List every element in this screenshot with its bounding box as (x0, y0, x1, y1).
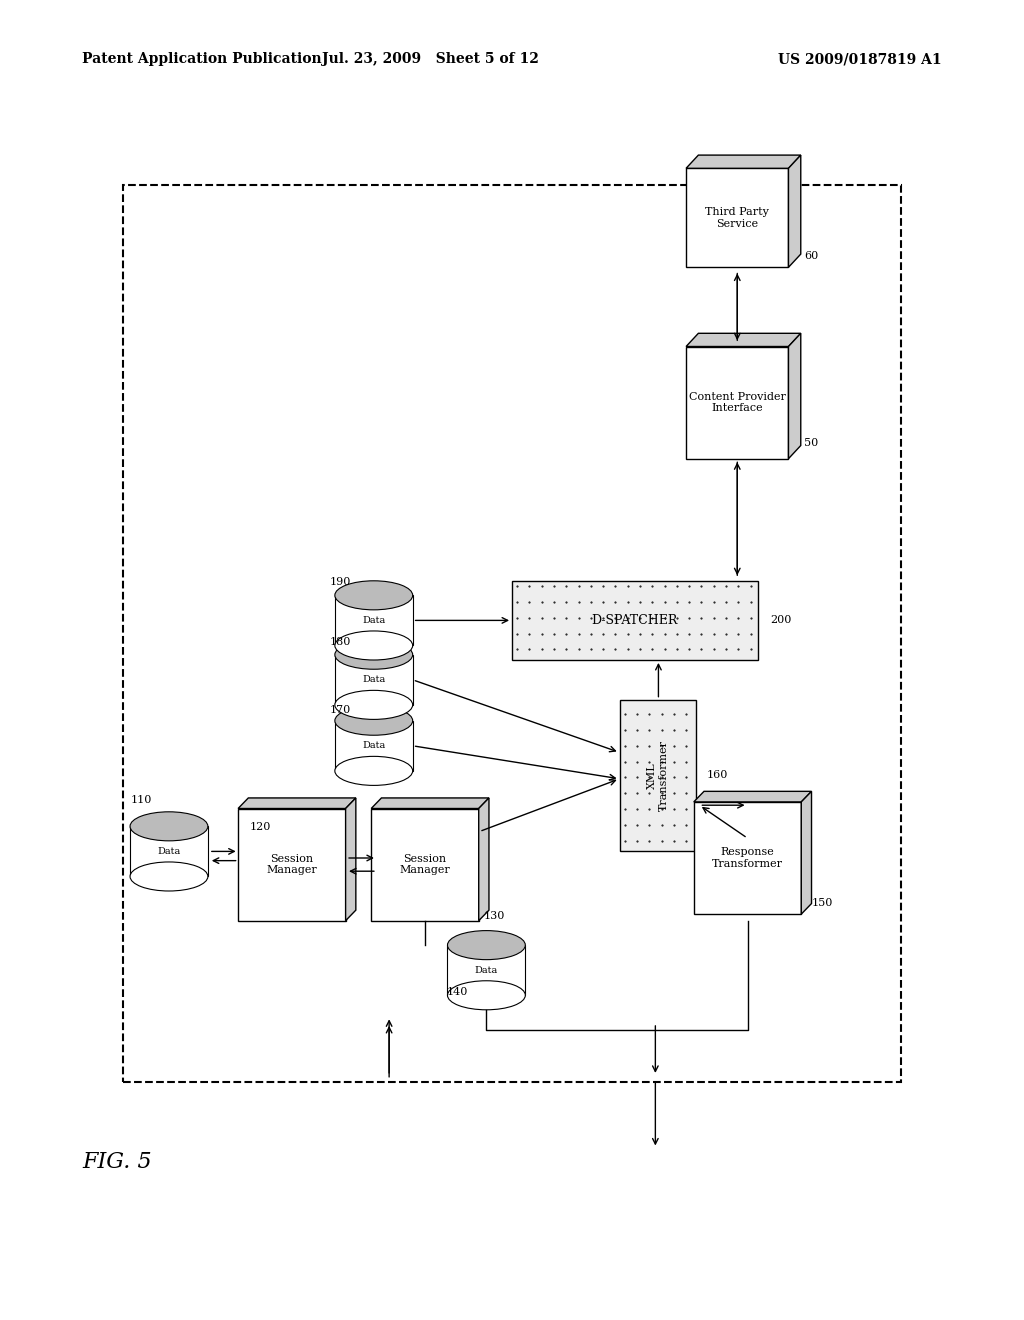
Text: Session
Manager: Session Manager (399, 854, 451, 875)
Polygon shape (371, 797, 489, 808)
Text: Data: Data (362, 742, 385, 750)
Polygon shape (686, 334, 801, 347)
Text: 200: 200 (770, 615, 792, 626)
Text: Content Provider
Interface: Content Provider Interface (689, 392, 785, 413)
Polygon shape (801, 791, 811, 913)
Ellipse shape (130, 812, 208, 841)
Polygon shape (130, 826, 208, 876)
Text: Jul. 23, 2009   Sheet 5 of 12: Jul. 23, 2009 Sheet 5 of 12 (322, 53, 539, 66)
Text: Response
Transformer: Response Transformer (712, 847, 783, 869)
Ellipse shape (335, 756, 413, 785)
Text: XML
Transformer: XML Transformer (647, 741, 669, 810)
Ellipse shape (335, 581, 413, 610)
Text: 150: 150 (812, 898, 834, 908)
Polygon shape (512, 581, 758, 660)
Ellipse shape (447, 981, 525, 1010)
Polygon shape (694, 801, 801, 913)
Text: Session
Manager: Session Manager (266, 854, 317, 875)
Text: 120: 120 (250, 821, 271, 832)
Text: 130: 130 (483, 911, 505, 921)
Polygon shape (335, 721, 413, 771)
Polygon shape (788, 156, 801, 267)
Text: 60: 60 (804, 251, 818, 261)
Text: 170: 170 (330, 705, 351, 715)
Polygon shape (694, 791, 811, 801)
Polygon shape (478, 797, 489, 921)
Polygon shape (686, 169, 788, 267)
Text: Patent Application Publication: Patent Application Publication (82, 53, 322, 66)
Polygon shape (238, 797, 356, 808)
Text: Data: Data (475, 966, 498, 974)
Ellipse shape (130, 862, 208, 891)
Polygon shape (335, 655, 413, 705)
Text: US 2009/0187819 A1: US 2009/0187819 A1 (778, 53, 942, 66)
Text: Data: Data (362, 676, 385, 684)
Text: Third Party
Service: Third Party Service (706, 207, 769, 228)
Polygon shape (620, 700, 696, 851)
Polygon shape (686, 347, 788, 459)
Polygon shape (238, 808, 345, 921)
Polygon shape (686, 156, 801, 169)
Text: Data: Data (158, 847, 180, 855)
Text: 140: 140 (446, 987, 468, 998)
Text: 110: 110 (130, 795, 152, 805)
Ellipse shape (447, 931, 525, 960)
Polygon shape (371, 808, 478, 921)
Text: 180: 180 (330, 636, 351, 647)
Text: 190: 190 (330, 577, 351, 587)
Text: D-SPATCHER: D-SPATCHER (592, 614, 678, 627)
Text: 50: 50 (804, 438, 818, 449)
Polygon shape (447, 945, 525, 995)
Ellipse shape (335, 631, 413, 660)
Polygon shape (345, 797, 356, 921)
Text: FIG. 5: FIG. 5 (82, 1151, 152, 1172)
Ellipse shape (335, 690, 413, 719)
Ellipse shape (335, 706, 413, 735)
Polygon shape (788, 334, 801, 459)
Text: Data: Data (362, 616, 385, 624)
Ellipse shape (335, 640, 413, 669)
Polygon shape (335, 595, 413, 645)
Text: 160: 160 (707, 771, 728, 780)
